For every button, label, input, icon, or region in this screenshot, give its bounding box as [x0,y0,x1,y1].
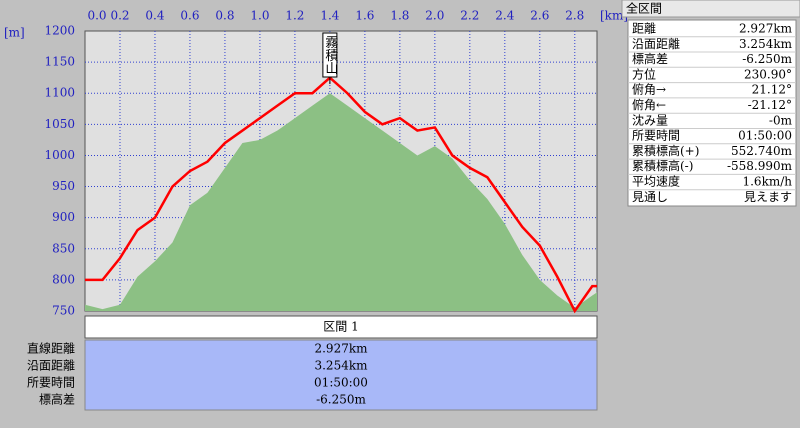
section-row-value: 2.927km [314,342,368,356]
summary-row-value: 1.6km/h [742,175,792,189]
section-header: 区間 1 [323,320,358,334]
peak-label: 霧積山 [322,36,338,75]
x-tick-label: 2.6 [530,9,549,23]
y-tick-label: 900 [52,210,75,224]
summary-row-label: 平均速度 [632,174,680,189]
summary-row-label: 所要時間 [632,129,680,143]
summary-row-label: 見通し [632,190,668,204]
section-row-value: 3.254km [314,359,368,373]
section-row-label: 標高差 [39,392,75,407]
summary-title: 全区間 [626,1,662,16]
x-tick-label: 0.2 [110,9,129,23]
x-tick-label: 2.2 [460,9,479,23]
route-line [85,75,597,314]
terrain-area [85,93,597,311]
summary-row-value: 3.254km [739,37,793,51]
summary-row-label: 累積標高(+) [632,143,699,158]
tables: 直線距離 2.927km 沿面距離 3.254km 所要時間 01:50:00 標高差 -6.… [27,22,796,407]
summary-title-bar [621,0,800,18]
summary-row-value: -21.12° [748,98,792,112]
x-tick-label: 1.0 [250,9,269,23]
x-tick-label: 1.8 [390,9,409,23]
summary-row-value: 2.927km [739,22,793,36]
section-row-label: 直線距離 [27,341,75,356]
x-tick-label: 0.8 [215,9,234,23]
y-tick-label: 1000 [44,148,75,162]
summary-row-value: 230.90° [744,67,792,81]
y-tick-label: 750 [52,304,75,318]
summary-row-label: 俯角← [632,97,666,112]
summary-row-value: -0m [769,113,793,127]
summary-row-label: 沿面距離 [632,37,680,51]
y-tick-label: 850 [52,241,75,255]
section-row-value: -6.250m [316,393,366,407]
x-tick-label: 0.0 [87,9,106,23]
x-tick-label: 2.0 [425,9,444,23]
summary-row-value: 見えます [744,190,792,204]
summary-row-label: 俯角→ [632,82,666,97]
summary-row-label: 距離 [632,22,656,36]
x-tick-label: 1.4 [320,9,339,23]
section-row-label: 所要時間 [27,376,75,390]
x-tick-label: 0.6 [180,9,199,23]
summary-row-value: 21.12° [752,83,792,97]
summary-row-value: -6.250m [742,52,792,66]
section-header-bg [84,315,598,339]
x-unit: [km] [600,9,628,23]
y-tick-label: 950 [52,179,75,193]
x-tick-label: 2.8 [565,9,584,23]
section-row-label: 沿面距離 [27,359,75,373]
summary-row-value: 552.740m [731,144,793,158]
y-tick-label: 1150 [44,55,75,69]
summary-row-label: 沈み量 [632,112,668,127]
summary-row-label: 標高差 [632,51,668,66]
x-tick-label: 2.4 [495,9,514,23]
y-tick-label: 1200 [44,24,75,38]
summary-row-label: 累積標高(-) [632,158,693,173]
summary-row-value: -558.990m [727,159,793,173]
y-unit: [m] [4,26,25,40]
x-tick-label: 1.2 [285,9,304,23]
summary-row-value: 01:50:00 [738,129,792,143]
y-tick-label: 1100 [44,86,75,100]
summary-row-label: 方位 [632,66,656,81]
y-tick-label: 1050 [44,117,75,131]
section-body [84,339,598,411]
x-tick-label: 1.6 [355,9,374,23]
x-tick-label: 0.4 [145,9,164,23]
section-row-value: 01:50:00 [314,376,368,390]
y-tick-label: 800 [52,272,75,286]
plot: 0.0 0.2 0.4 0.6 0.8 1.0 1.2 1.4 1.6 1.8 2.0 2.2 2.4 2… [44,9,597,318]
